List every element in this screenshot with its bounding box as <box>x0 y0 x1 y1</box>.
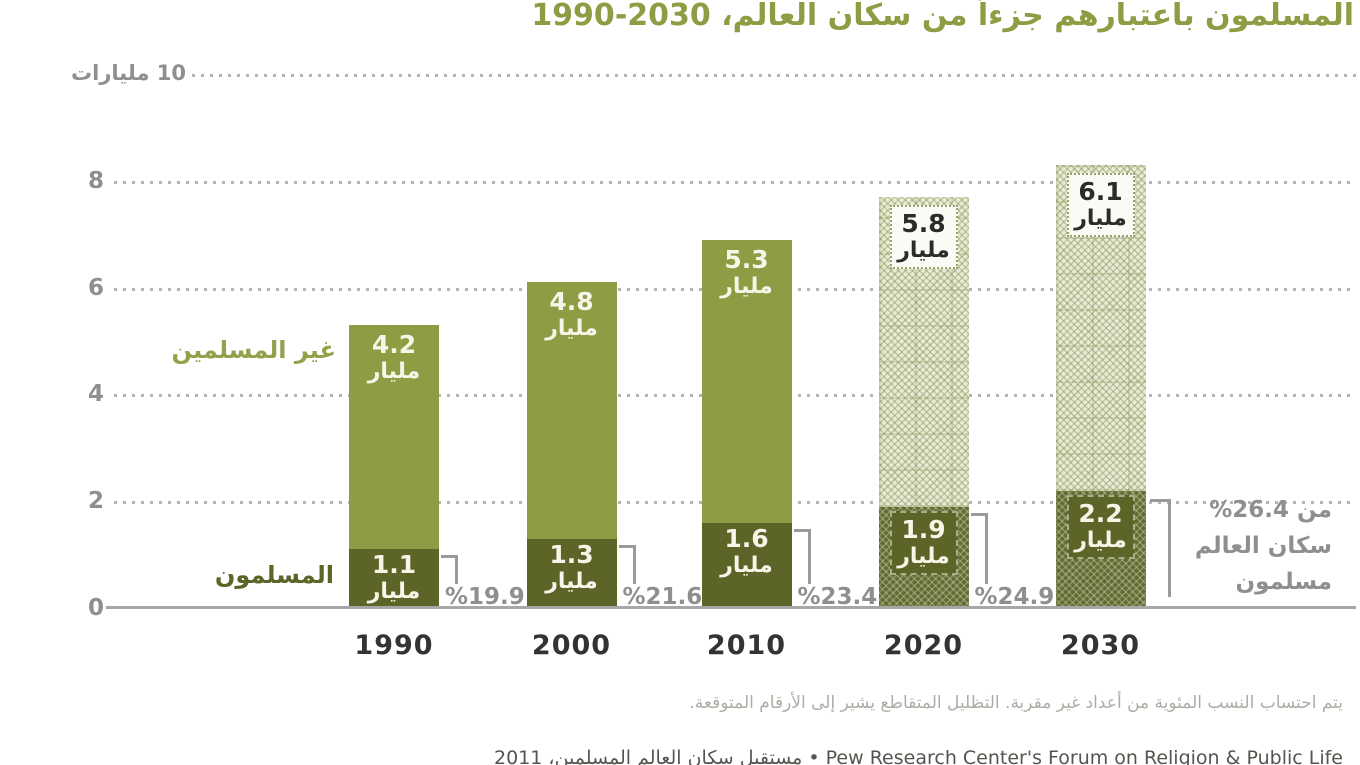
value-number: 2.2 <box>1078 498 1123 528</box>
value-unit: مليار <box>367 358 421 384</box>
source-line: Pew Research Center's Forum on Religion … <box>494 747 1343 765</box>
label-muslims-2010: 1.6 مليار <box>702 524 792 579</box>
bracket-vertical-2000 <box>632 544 636 584</box>
value-unit: مليار <box>720 552 773 578</box>
footnote: يتم احتساب النسب المئوية من أعداد غير مق… <box>689 693 1343 713</box>
value-unit: مليار <box>1074 205 1127 231</box>
bar-1990: 4.2 مليار 1.1 مليار <box>349 324 439 608</box>
y-tick-6: 6 <box>87 274 104 301</box>
value-number: 5.3 <box>724 244 769 274</box>
label-muslims-2000: 1.3 مليار <box>527 540 617 595</box>
bar-2010: 5.3 مليار 1.6 مليار <box>701 239 792 608</box>
bar-2030: 6.1 مليار 2.2 مليار <box>1055 164 1146 608</box>
y-tick-2: 2 <box>87 488 104 515</box>
x-tick-2000: 2000 <box>531 630 612 661</box>
bar-2000: 4.8 مليار 1.3 مليار <box>526 282 617 608</box>
value-unit: مليار <box>545 316 598 342</box>
x-tick-2030: 2030 <box>1060 630 1141 661</box>
value-number: 1.3 <box>549 539 594 569</box>
value-unit: مليار <box>1074 527 1127 553</box>
label-box-non-muslims-2020: 5.8 مليار <box>889 204 958 269</box>
bracket-horizontal-2020 <box>970 512 988 516</box>
label-box-muslims-2020: 1.9 مليار <box>889 510 958 575</box>
value-number: 4.2 <box>371 329 417 359</box>
annotation-line-3: مسلمون <box>1235 569 1332 595</box>
annotation-line-1: %26.4 من <box>1209 497 1332 523</box>
label-box-muslims-2030: 2.2 مليار <box>1066 494 1135 559</box>
value-unit: مليار <box>897 543 950 569</box>
value-number: 6.1 <box>1078 176 1123 206</box>
value-number: 5.8 <box>901 208 946 238</box>
value-number: 4.8 <box>549 287 594 317</box>
chart-title: المسلمون باعتبارهم جزءاً من سكان العالم،… <box>531 0 1354 33</box>
segment-muslims-2000 <box>526 538 617 608</box>
bracket-vertical-2010 <box>807 528 811 584</box>
value-unit: مليار <box>897 237 950 263</box>
value-number: 1.9 <box>901 514 946 544</box>
legend-muslims: المسلمون <box>214 561 334 589</box>
segment-non-muslims-2010 <box>701 239 792 523</box>
x-tick-1990: 1990 <box>354 630 434 661</box>
bracket-horizontal-2030 <box>1149 498 1171 502</box>
bracket-horizontal-1990 <box>441 555 458 559</box>
y-tick-8: 8 <box>87 167 104 194</box>
label-non-muslims-2010: 5.3 مليار <box>702 245 792 300</box>
annotation-muslim-share-2030: %26.4 من سكان العالم مسلمون <box>1182 492 1332 600</box>
x-axis-baseline <box>106 606 1356 609</box>
value-number: 1.6 <box>724 523 769 553</box>
muslim-share-1990: %19.9 <box>445 584 525 610</box>
gridline-8 <box>114 180 1356 184</box>
muslim-share-2010: %23.4 <box>797 584 878 610</box>
y-tick-4: 4 <box>87 381 104 408</box>
muslim-share-2000: %21.6 <box>622 584 703 610</box>
segment-non-muslims-1990 <box>349 324 439 550</box>
segment-muslims-2010 <box>701 522 792 608</box>
gridline-10 <box>192 74 1356 77</box>
y-tick-0: 0 <box>87 595 104 621</box>
segment-non-muslims-2000 <box>526 282 617 539</box>
label-muslims-1990: 1.1 مليار <box>349 550 439 605</box>
bracket-horizontal-2010 <box>793 528 811 532</box>
bracket-vertical-2030 <box>1167 498 1171 597</box>
label-box-non-muslims-2030: 6.1 مليار <box>1066 172 1135 237</box>
x-tick-2010: 2010 <box>706 630 787 661</box>
bracket-vertical-2020 <box>984 512 988 584</box>
segment-muslims-1990 <box>349 549 439 608</box>
bracket-vertical-1990 <box>455 555 458 584</box>
value-unit: مليار <box>545 568 598 594</box>
label-non-muslims-2000: 4.8 مليار <box>527 287 617 342</box>
x-tick-2020: 2020 <box>883 630 964 661</box>
bracket-horizontal-2000 <box>618 544 636 548</box>
value-number: 1.1 <box>371 550 417 580</box>
legend-non-muslims: غير المسلمين <box>171 336 336 364</box>
value-unit: مليار <box>720 273 773 299</box>
muslim-share-2020: %24.9 <box>974 584 1055 610</box>
annotation-line-2: سكان العالم <box>1194 533 1332 559</box>
y-axis-unit-label: 10 مليارات <box>71 61 186 85</box>
label-non-muslims-1990: 4.2 مليار <box>349 330 439 385</box>
bar-2020: 5.8 مليار 1.9 مليار <box>878 196 969 608</box>
value-unit: مليار <box>367 579 421 605</box>
